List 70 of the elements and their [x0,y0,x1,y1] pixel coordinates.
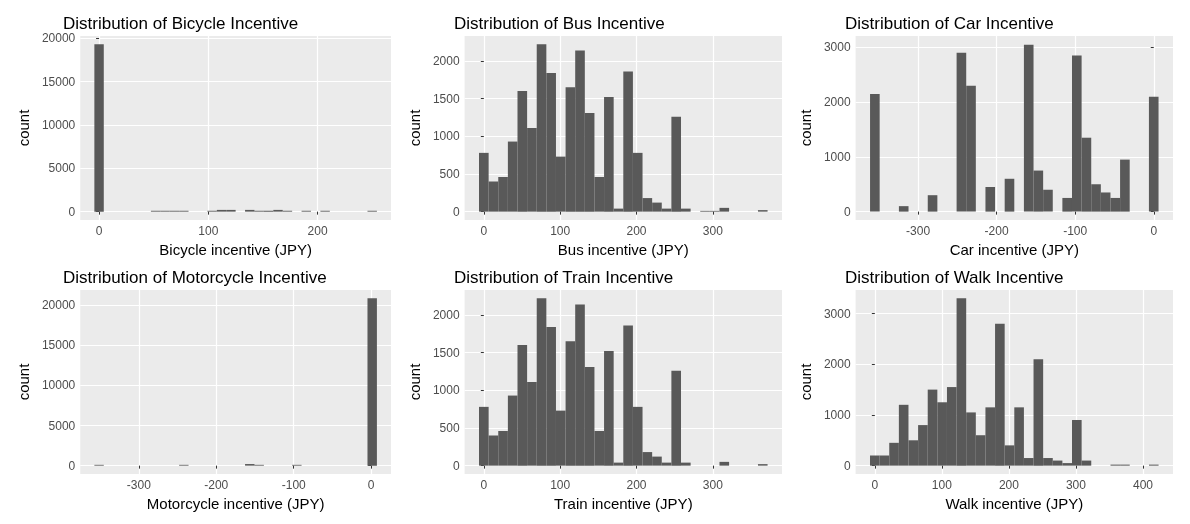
y-tick-label: 1000 [432,129,460,144]
y-tick-label: 3000 [823,306,851,321]
x-tick-label: -200 [204,478,229,492]
chart-title: Distribution of Walk Incentive [845,268,1064,287]
x-axis-title: Walk incentive (JPY) [945,495,1084,512]
y-tick-label: 3000 [823,40,851,55]
y-tick-label: 1500 [432,91,460,106]
x-tick-label: -100 [1063,224,1088,238]
y-tick-label: 15000 [41,338,76,353]
x-axis-title: Bus incentive (JPY) [557,241,689,258]
y-tick-label: 20000 [41,31,76,46]
x-axis-title: Bicycle incentive (JPY) [159,241,312,258]
y-axis-title: count [797,108,814,147]
y-tick-label: 0 [843,204,851,219]
x-tick-label: 300 [702,224,724,238]
chart-title: Distribution of Bicycle Incentive [63,14,299,33]
y-axis-title: count [797,362,814,401]
y-axis-title: count [406,108,423,147]
x-tick-label: 400 [1132,478,1154,492]
x-tick-label: 0 [367,478,375,492]
y-tick-label: 2000 [432,53,460,68]
y-tick-label: 2000 [823,357,851,372]
y-tick-label: 1000 [823,407,851,422]
x-tick-label: -100 [281,478,307,492]
y-tick-label: 0 [68,458,76,473]
x-tick-label: 0 [1150,224,1158,238]
y-tick-label: 5000 [48,418,76,433]
y-tick-label: 500 [439,166,460,181]
y-tick-label: 0 [452,204,460,219]
x-tick-label: 0 [871,478,879,492]
x-tick-label: -300 [906,224,931,238]
y-tick-label: 1000 [432,383,460,398]
x-tick-label: 100 [550,478,571,492]
y-tick-label: 1000 [823,149,851,164]
y-tick-label: 0 [452,458,460,473]
y-tick-label: 0 [843,458,851,473]
x-tick-label: -300 [126,478,152,492]
chart-title: Distribution of Bus Incentive [454,14,665,33]
y-tick-label: 500 [439,420,460,435]
y-axis-title: count [15,108,32,147]
x-tick-label: 0 [95,224,103,238]
x-axis-title: Train incentive (JPY) [553,495,693,512]
y-tick-label: 10000 [41,378,76,393]
y-tick-label: 10000 [41,117,76,132]
x-tick-label: 100 [550,224,571,238]
y-tick-label: 2000 [432,307,460,322]
chart-title: Distribution of Motorcycle Incentive [63,268,327,287]
y-tick-label: 2000 [823,95,851,110]
x-tick-label: 0 [480,478,488,492]
chart-title: Distribution of Car Incentive [845,14,1054,33]
x-tick-label: 300 [702,478,724,492]
y-tick-label: 1500 [432,345,460,360]
y-axis-title: count [406,362,423,401]
y-tick-label: 5000 [48,161,76,176]
chart-title: Distribution of Train Incentive [454,268,674,287]
x-axis-title: Motorcycle incentive (JPY) [146,495,325,512]
y-tick-label: 15000 [41,74,76,89]
x-tick-label: 100 [931,478,953,492]
x-tick-label: 200 [998,478,1020,492]
x-tick-label: 0 [480,224,488,238]
x-tick-label: -200 [984,224,1009,238]
y-tick-label: 0 [68,204,76,219]
y-axis-title: count [15,362,32,401]
x-tick-label: 300 [1065,478,1087,492]
x-tick-label: 200 [626,224,647,238]
x-tick-label: 100 [198,224,219,238]
x-tick-label: 200 [626,478,647,492]
x-axis-title: Car incentive (JPY) [949,241,1079,258]
y-tick-label: 20000 [41,298,76,313]
x-tick-label: 200 [307,224,328,238]
